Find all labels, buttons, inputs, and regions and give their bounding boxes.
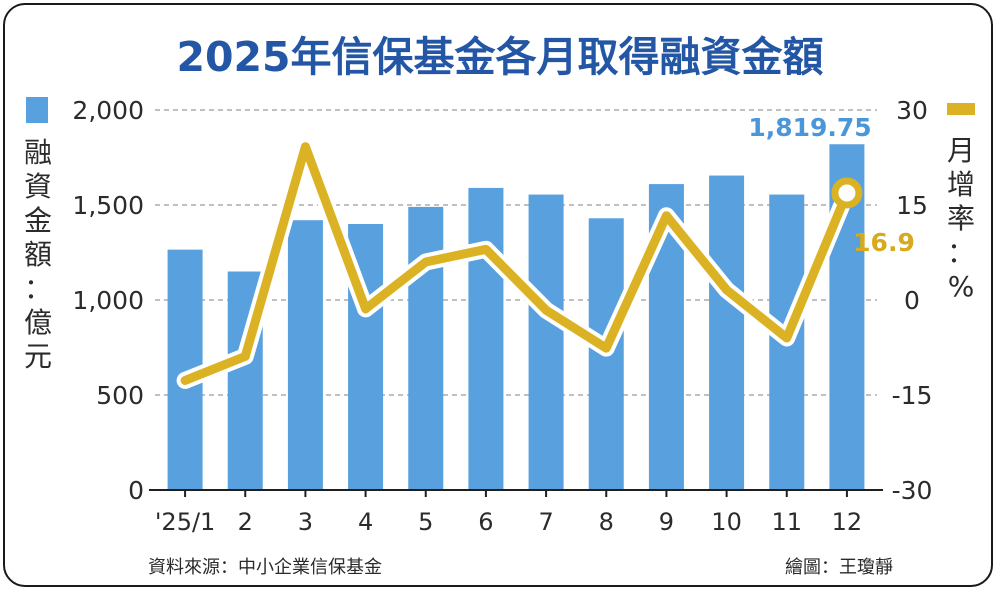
x-tick-label-9: 9 — [659, 508, 674, 536]
last-bar-value-label: 1,819.75 — [748, 113, 871, 142]
y-right-tick-label-4: -30 — [892, 476, 933, 505]
x-tick-label-12: 12 — [832, 508, 863, 536]
x-tick-label-11: 11 — [771, 508, 802, 536]
x-tick-label-10: 10 — [711, 508, 742, 536]
growth-rate-line — [180, 142, 852, 385]
bar-6 — [468, 187, 504, 490]
annotations: 1,819.75 16.9 — [748, 113, 915, 257]
source-note: 資料來源：中小企業信保基金 — [148, 557, 382, 578]
legend-swatch-bar — [26, 97, 48, 123]
last-point-value-label: 16.9 — [853, 228, 915, 257]
x-tick-label-5: 5 — [418, 508, 433, 536]
chart-title: 2025年信保基金各月取得融資金額 — [176, 33, 823, 81]
bar-10 — [709, 175, 745, 491]
bar-series — [167, 144, 865, 491]
y-left-tick-label-2: 1,000 — [72, 286, 144, 315]
legend: 融資金額：億元 月增率：% — [24, 97, 975, 373]
y-right-tick-label-2: 0 — [904, 286, 920, 315]
y-right-axis-title: 月增率：% — [947, 134, 975, 303]
line-series — [176, 138, 863, 389]
axes: '25/1 2 3 4 5 6 7 8 9 10 11 12 2,000 1,500 1,000 500 0 30… — [72, 96, 932, 536]
y-left-tick-label-0: 2,000 — [72, 96, 144, 125]
x-tick-label-4: 4 — [358, 508, 373, 536]
y-right-tick-label-0: 30 — [896, 96, 928, 125]
x-tick-label-3: 3 — [298, 508, 313, 536]
y-left-tick-label-4: 0 — [128, 476, 144, 505]
x-tick-label-2: 2 — [238, 508, 253, 536]
y-left-tick-label-1: 1,500 — [72, 191, 144, 220]
x-tick-label-6: 6 — [478, 508, 493, 536]
x-tick-label-1: '25/1 — [155, 508, 216, 536]
gridlines — [155, 109, 877, 396]
x-tick-label-7: 7 — [538, 508, 553, 536]
bar-3 — [287, 220, 323, 490]
line-halo — [176, 138, 856, 389]
y-left-axis-title: 融資金額：億元 — [24, 136, 52, 373]
legend-swatch-line — [947, 103, 975, 115]
y-right-tick-label-3: -15 — [892, 381, 933, 410]
bar-7 — [528, 194, 564, 491]
last-point-marker — [831, 177, 863, 209]
credit-note: 繪圖：王瓊靜 — [785, 557, 893, 578]
y-left-tick-label-3: 500 — [96, 381, 144, 410]
x-tick-label-8: 8 — [599, 508, 614, 536]
y-right-tick-label-1: 15 — [896, 191, 928, 220]
bar-5 — [408, 206, 444, 490]
